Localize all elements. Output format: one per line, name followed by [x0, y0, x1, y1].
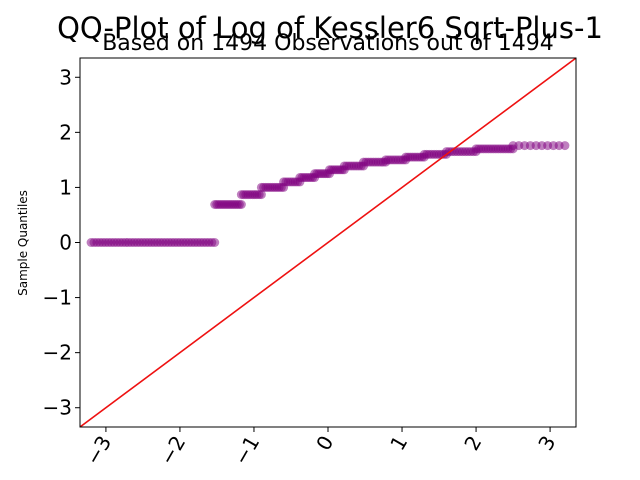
x-tick-label: 0 — [311, 432, 338, 455]
x-tick-label: 3 — [533, 432, 560, 455]
plot-area — [80, 58, 576, 427]
x-tick-label: −1 — [229, 432, 265, 470]
data-point-195 — [560, 141, 570, 151]
y-tick-label: 2 — [59, 120, 72, 144]
data-point-57 — [236, 200, 246, 209]
reference-line — [80, 58, 576, 427]
y-tick-label: 3 — [59, 65, 72, 89]
data-point-43 — [210, 238, 220, 247]
chart-title: QQ-Plot of Log of Kessler6 Sqrt-Plus-1 — [57, 11, 603, 45]
y-tick-label: 0 — [59, 231, 72, 255]
y-tick-label: −3 — [43, 396, 72, 420]
x-tick-label: −2 — [155, 432, 191, 470]
x-tick-label: −3 — [81, 432, 117, 470]
x-tick-label: 2 — [459, 432, 486, 455]
y-tick-label: −1 — [43, 286, 72, 310]
y-axis-label: Sample Quantiles — [16, 190, 30, 296]
x-tick-label: 1 — [385, 432, 412, 455]
data-point-67 — [256, 190, 266, 200]
chart-subtitle: Based on 1494 Observations out of 1494 — [102, 31, 554, 56]
y-tick-label: −2 — [43, 341, 72, 365]
y-tick-label: 1 — [59, 175, 72, 199]
